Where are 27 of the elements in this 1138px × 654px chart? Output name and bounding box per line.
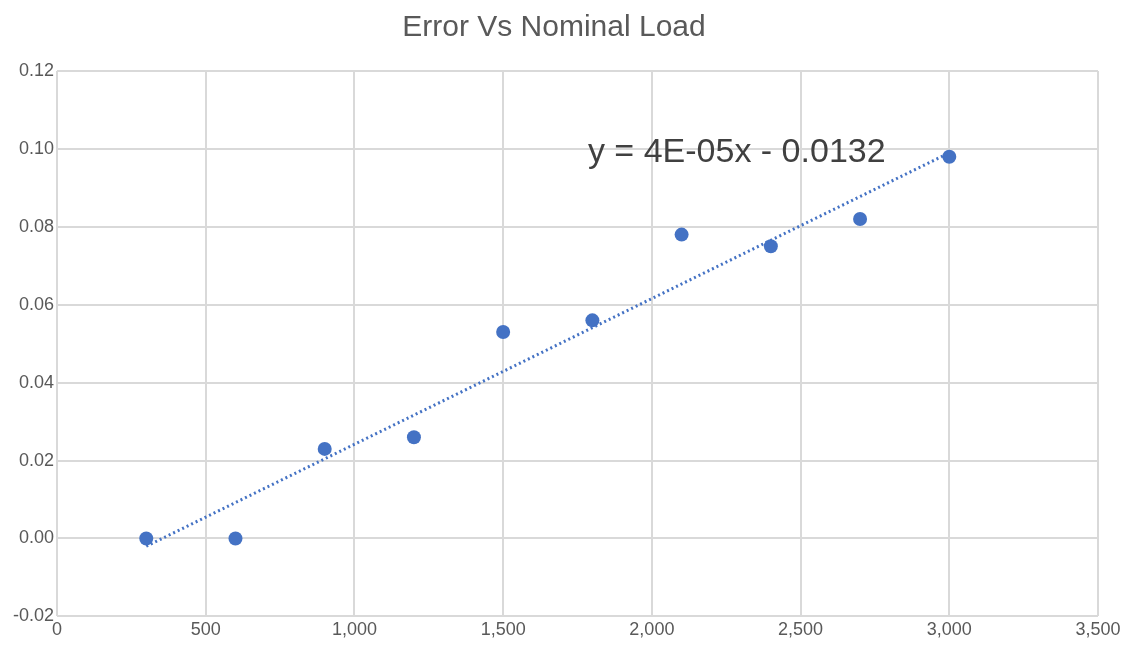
y-tick-label: 0.02 <box>18 449 55 470</box>
x-tick-label: 0 <box>52 619 63 640</box>
point <box>139 531 154 546</box>
annotation: y = 4E-05x - 0.0132 <box>587 131 886 170</box>
x-tick-label: 2,000 <box>629 619 675 640</box>
x-tick-label: 2,500 <box>778 619 824 640</box>
point <box>228 531 243 546</box>
point <box>317 441 332 456</box>
y-tick-label: 0.04 <box>18 371 55 392</box>
point <box>496 325 511 340</box>
y-tick-label: 0.08 <box>18 215 55 236</box>
point <box>406 430 421 445</box>
y-tick-label: 0.06 <box>18 293 55 314</box>
point <box>585 313 600 328</box>
y-tick-label: 0.10 <box>18 137 55 158</box>
point <box>763 239 778 254</box>
chart-title: Error Vs Nominal Load <box>402 9 706 43</box>
x-tick-label: 3,500 <box>1075 619 1121 640</box>
point <box>942 149 957 164</box>
x-tick-label: 3,000 <box>926 619 972 640</box>
y-tick-label: 0.00 <box>18 527 55 548</box>
x-tick-label: 1,500 <box>480 619 526 640</box>
x-tick-label: 500 <box>190 619 221 640</box>
x-tick-label: 1,000 <box>331 619 377 640</box>
y-tick-label: 0.12 <box>18 59 55 80</box>
point <box>853 212 868 227</box>
point <box>674 227 689 242</box>
